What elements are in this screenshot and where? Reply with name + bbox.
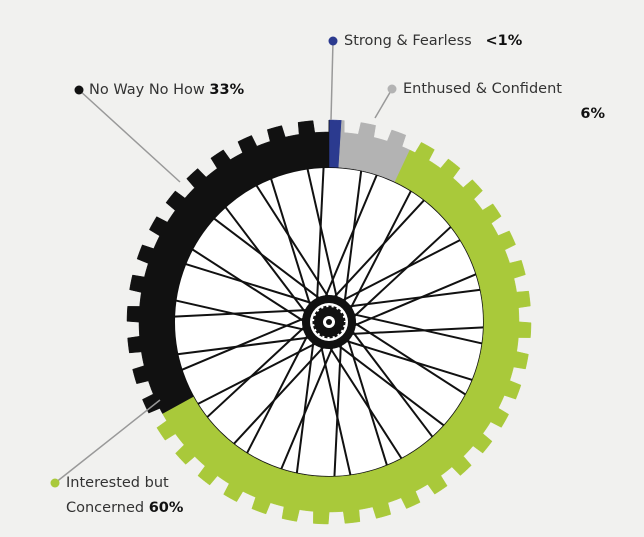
spoke [344,339,474,382]
spoke [245,333,310,454]
spoke [316,167,325,302]
dot [328,36,338,46]
spoke [351,312,483,345]
spoke [323,174,378,299]
spoke [255,184,330,299]
dot [387,84,397,94]
tire-segment [156,142,532,525]
spoke [347,288,481,308]
leader-line [374,88,393,119]
spoke [340,238,461,303]
label-value: 33% [209,82,245,98]
label-name: Strong & Fearless [344,33,472,49]
leader-line [330,40,334,121]
leader-line [54,399,161,484]
tire-segment [328,119,342,168]
tire-segment [338,120,411,183]
spoke [295,340,315,474]
label-name: Enthused & Confident [403,81,562,97]
spoke [352,321,467,396]
spoke [213,217,322,301]
label-name: Interested but Concerned [66,475,169,516]
spoke [306,168,339,300]
spoke [319,344,352,476]
label-value: 6% [580,106,605,122]
label-value: 60% [148,500,184,516]
spoke [336,343,445,427]
tire-segment [126,119,330,414]
spoke [332,199,426,300]
spoke [191,248,306,323]
leader-line [78,89,181,183]
dot [50,478,60,488]
spoke [181,316,306,371]
spoke [206,325,307,419]
label-value: <1% [485,33,523,49]
spoke [269,177,312,307]
spoke [177,336,311,356]
label: Enthused & Confident 6% [403,77,605,127]
spoke [349,326,484,335]
spoke [343,170,363,304]
dot [74,85,84,95]
spoke [348,190,413,311]
spoke [350,329,434,438]
hub-axle [326,319,332,325]
spoke [333,342,342,477]
spoke [352,273,477,328]
spoke [184,262,314,305]
spoke [224,206,308,315]
spoke [232,344,326,445]
spoke [175,299,307,332]
spoke [351,225,452,319]
label: Interested but Concerned 60% [66,471,201,521]
spoke [346,337,389,467]
spoke [174,309,309,318]
label: No Way No How 33% [89,78,244,103]
spoke [328,345,403,460]
spokes [174,167,484,477]
leader-lines [54,40,393,484]
label-name: No Way No How [89,82,205,98]
spoke [280,345,335,470]
label: Strong & Fearless <1% [344,29,522,54]
spoke [197,341,318,406]
dots [50,36,397,488]
